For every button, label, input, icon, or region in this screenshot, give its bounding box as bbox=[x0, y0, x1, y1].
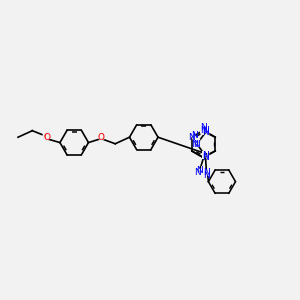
Text: N: N bbox=[202, 151, 209, 160]
Text: N: N bbox=[196, 166, 203, 175]
Text: O: O bbox=[43, 133, 50, 142]
Text: N: N bbox=[201, 151, 210, 161]
Text: N: N bbox=[194, 140, 200, 148]
Text: N: N bbox=[192, 139, 202, 149]
Text: O: O bbox=[98, 133, 104, 142]
Text: N: N bbox=[191, 140, 198, 148]
Text: N: N bbox=[203, 168, 210, 177]
Text: N: N bbox=[202, 168, 211, 178]
Text: N: N bbox=[195, 166, 204, 176]
Text: N: N bbox=[202, 128, 209, 137]
Text: N: N bbox=[199, 125, 208, 135]
Text: N: N bbox=[203, 171, 210, 180]
Text: N: N bbox=[187, 132, 196, 142]
Text: N: N bbox=[200, 123, 207, 132]
Text: N: N bbox=[194, 169, 201, 178]
Text: N: N bbox=[202, 153, 209, 162]
Text: O: O bbox=[43, 133, 50, 142]
Text: N: N bbox=[191, 130, 198, 140]
Text: O: O bbox=[96, 132, 106, 142]
Text: N: N bbox=[201, 127, 210, 137]
Text: O: O bbox=[98, 133, 104, 142]
Text: N: N bbox=[188, 133, 195, 142]
Text: N: N bbox=[202, 126, 209, 135]
Text: O: O bbox=[42, 132, 51, 142]
Text: N: N bbox=[200, 126, 207, 135]
